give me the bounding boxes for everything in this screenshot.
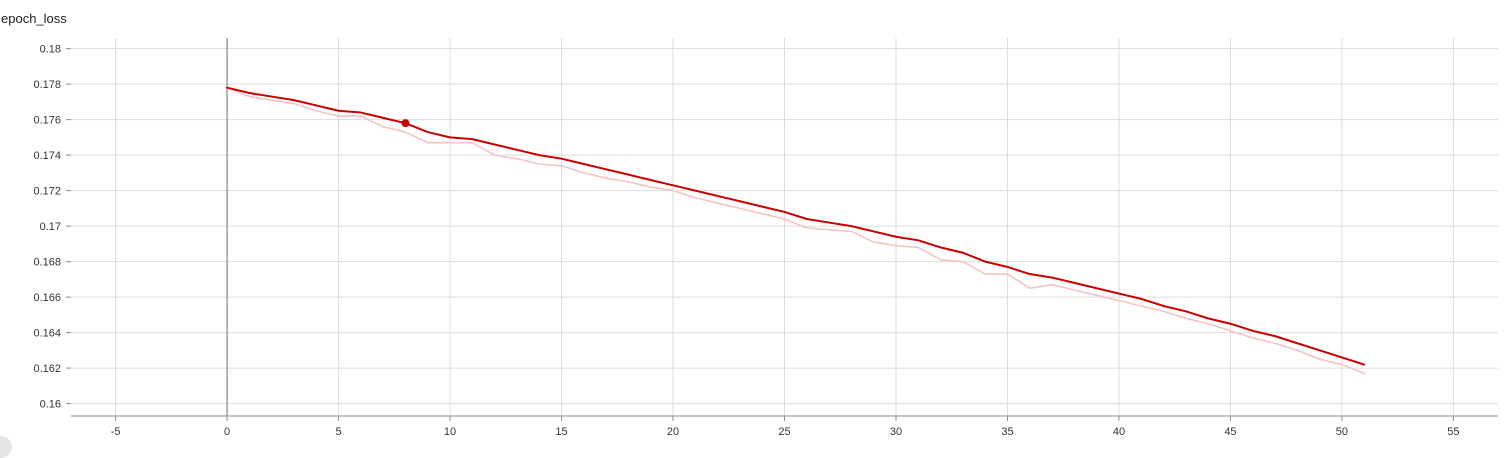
chart-title: epoch_loss — [1, 11, 67, 26]
x-tick-label: 55 — [1447, 426, 1459, 438]
y-tick-label: 0.174 — [33, 150, 61, 162]
y-tick-label: 0.176 — [33, 115, 61, 127]
chart-plot[interactable]: 0.16 0.162 0.164 0.166 0.168 0.17 0.172 0.174 0.… — [0, 0, 1508, 446]
x-tick-label: 40 — [1113, 426, 1125, 438]
x-tick-label: 45 — [1224, 426, 1236, 438]
x-tick-label: -5 — [111, 426, 121, 438]
y-tick-label: 0.16 — [40, 399, 61, 411]
x-tick-label: 35 — [1001, 426, 1013, 438]
y-tick-label: 0.164 — [33, 328, 61, 340]
y-tick-label: 0.166 — [33, 292, 61, 304]
series-layer — [226, 86, 1366, 375]
x-tick-label: 20 — [667, 426, 679, 438]
x-tick-label: 5 — [336, 426, 342, 438]
x-tick-label: 30 — [890, 426, 902, 438]
y-tick-label: 0.18 — [40, 44, 61, 56]
grid-lines — [71, 38, 1498, 416]
y-tick-label: 0.168 — [33, 257, 61, 269]
x-tick-label: 10 — [444, 426, 456, 438]
smoothed-series-line — [226, 86, 1366, 366]
x-axis-tick-labels: -5 0 5 10 15 20 25 30 35 40 45 50 55 — [111, 416, 1460, 438]
y-tick-label: 0.162 — [33, 363, 61, 375]
x-tick-label: 15 — [555, 426, 567, 438]
x-tick-label: 0 — [224, 426, 230, 438]
y-axis-tick-labels: 0.16 0.162 0.164 0.166 0.168 0.17 0.172 0.174 0.… — [33, 44, 71, 411]
y-tick-label: 0.178 — [33, 79, 61, 91]
raw-series-line — [226, 86, 1366, 375]
y-tick-label: 0.17 — [40, 221, 61, 233]
y-tick-label: 0.172 — [33, 186, 61, 198]
highlight-point — [401, 119, 410, 128]
x-tick-label: 50 — [1336, 426, 1348, 438]
x-tick-label: 25 — [778, 426, 790, 438]
